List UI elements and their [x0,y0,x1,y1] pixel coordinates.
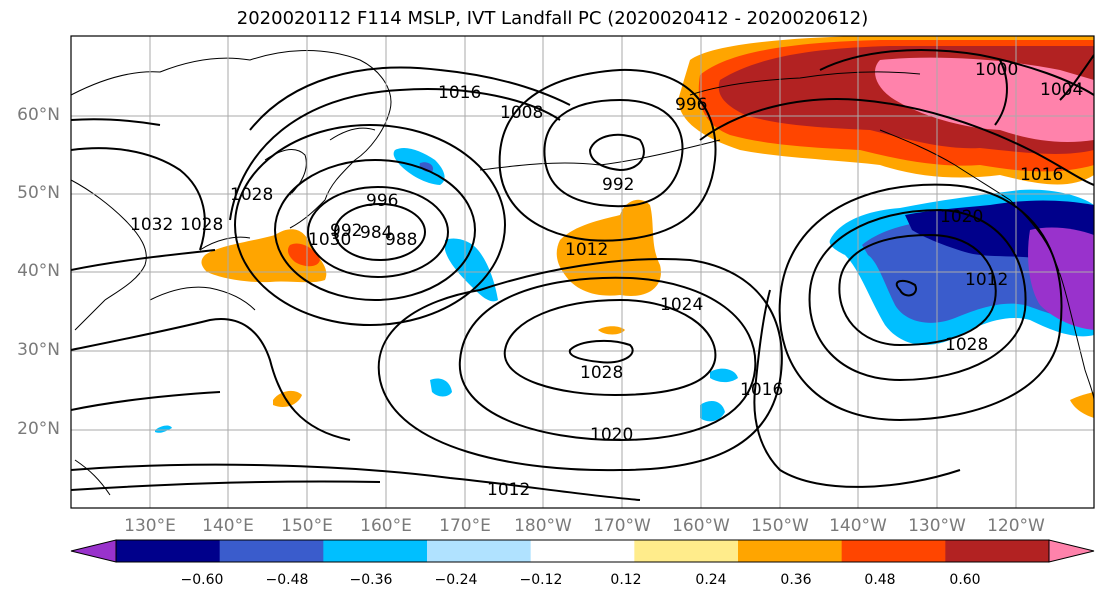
mslp-contours [71,49,1094,501]
lat-label: 60°N [17,105,60,125]
contour-label: 1032 [130,215,173,235]
lon-label: 150°E [281,516,333,536]
lon-label: 170°W [593,516,651,536]
contour-label: 1000 [975,60,1018,80]
lon-label: 160°W [672,516,730,536]
colorbar-cell [323,540,428,562]
contour-label: 1004 [1040,80,1083,100]
contour-label: 996 [675,95,707,115]
contour-label: 984 [360,223,392,243]
colorbar-tick-label: 0.12 [610,572,642,588]
contour-label: 1024 [660,295,703,315]
contour-label: 1020 [590,425,633,445]
lat-label: 40°N [17,261,60,281]
contour-label: 1016 [1020,165,1063,185]
lon-label: 140°W [829,516,887,536]
colorbar-cell [738,540,843,562]
contour-label: 1028 [580,363,623,383]
ivt-shading [155,36,1094,433]
colorbar-tick-label: 0.60 [949,572,981,588]
colorbar-tick-label: −0.12 [519,572,563,588]
contour-label: 1012 [565,240,608,260]
lon-label: 120°W [987,516,1045,536]
colorbar-tick-label: −0.48 [265,572,309,588]
colorbar-tick-label: 0.36 [780,572,812,588]
colorbar-cell [841,540,946,562]
contour-label: 1012 [487,480,530,500]
lon-label: 150°W [751,516,809,536]
contour-label: 1008 [500,103,543,123]
lon-label: 180°W [514,516,572,536]
lat-label: 20°N [17,419,60,439]
contour-label: 992 [330,221,362,241]
colorbar [70,539,1095,563]
lat-label: 50°N [17,183,60,203]
contour-label: 988 [385,230,417,250]
contour-label: 1016 [740,380,783,400]
map-frame [70,35,1095,509]
colorbar-cell [427,540,532,562]
contour-label: 1020 [940,207,983,227]
contour-label: 992 [602,175,634,195]
contour-labels: 1016 1008 996 992 984 988 996 1030 1028 … [130,60,1083,500]
contour-label: 1028 [180,215,223,235]
lon-label: 130°W [908,516,966,536]
colorbar-tick-label: −0.24 [434,572,478,588]
lon-label: 170°E [439,516,491,536]
colorbar-cell [219,540,324,562]
contour-label: 1012 [965,270,1008,290]
contour-label: 1016 [438,83,481,103]
colorbar-over-extend [1048,539,1095,563]
contour-label: 1030 [308,230,351,250]
map-title: 2020020112 F114 MSLP, IVT Landfall PC (2… [236,8,869,29]
lon-label: 130°E [124,516,176,536]
colorbar-tick-label: −0.60 [180,572,224,588]
lat-label: 30°N [17,340,60,360]
lon-label: 160°E [360,516,412,536]
ivt-positive-japan [201,229,327,283]
contour-label: 1028 [945,335,988,355]
colorbar-cell [945,540,1050,562]
colorbar-tick-label: 0.24 [695,572,727,588]
colorbar-tick-label: −0.36 [349,572,393,588]
colorbar-under-extend [70,539,117,563]
colorbar-cell [530,540,635,562]
contour-label: 996 [366,191,398,211]
contour-label: 1028 [230,185,273,205]
colorbar-cell [116,540,221,562]
colorbar-tick-label: 0.48 [864,572,896,588]
colorbar-cell [634,540,739,562]
map-plot-area: 1016 1008 996 992 984 988 996 1030 1028 … [71,36,1094,508]
lon-label: 140°E [202,516,254,536]
